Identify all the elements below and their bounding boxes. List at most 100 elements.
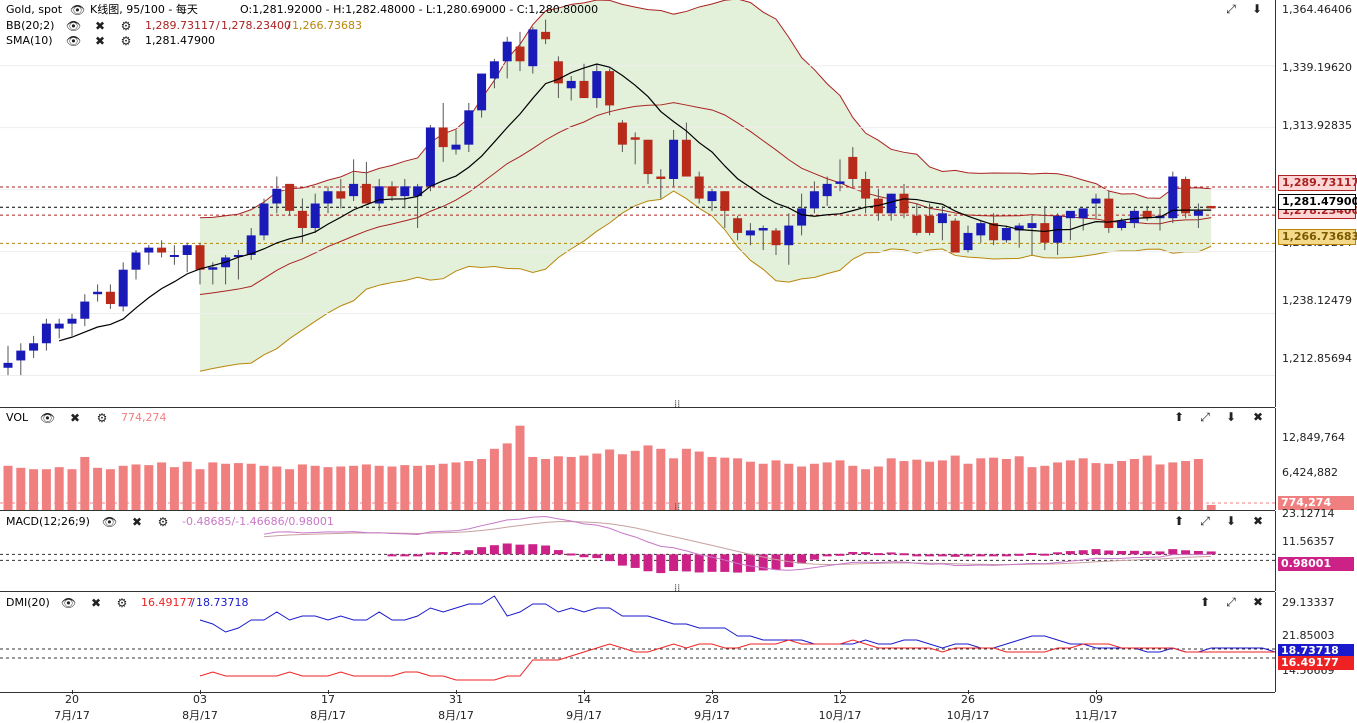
macd-histogram-bar: [464, 550, 474, 555]
macd-histogram-bar: [1193, 551, 1203, 555]
x-tick-month: 10月/17: [946, 709, 990, 722]
close-icon[interactable]: ✖: [131, 515, 143, 529]
volume-bar: [745, 461, 755, 510]
eye-icon[interactable]: 👁: [66, 34, 82, 48]
arrow-down-icon[interactable]: ⬇: [1225, 514, 1237, 528]
candle-body: [489, 61, 499, 79]
volume-bar: [336, 466, 346, 510]
macd-tick: 11.56357: [1282, 535, 1335, 548]
arrow-down-icon[interactable]: ⬇: [1225, 410, 1237, 424]
drag-handle[interactable]: ⁞⁞: [674, 583, 681, 594]
candle-body: [784, 225, 794, 246]
candle-body: [1129, 210, 1139, 224]
maximize-icon[interactable]: ⤢: [1226, 595, 1236, 609]
candle-body: [144, 247, 154, 253]
volume-bar: [285, 469, 295, 510]
candle-body: [976, 223, 986, 236]
dmi-plus-line: [199, 595, 1275, 653]
macd-pane[interactable]: MACD(12;26;9) 👁 ✖ ⚙ -0.48685/-1.46686/0.…: [0, 511, 1275, 594]
dmi-pane[interactable]: DMI(20) 👁 ✖ ⚙ 16.49177 / 18.73718 ⬆ ⤢ ✖: [0, 592, 1275, 693]
macd-histogram-bar: [745, 554, 755, 572]
candle-body: [592, 71, 602, 99]
volume-bar: [681, 448, 691, 510]
close-icon[interactable]: ✖: [94, 19, 106, 33]
macd-histogram-bar: [1027, 553, 1037, 556]
macd-label: MACD(12;26;9): [6, 515, 90, 528]
candle-body: [246, 235, 256, 255]
close-icon[interactable]: ✖: [1252, 595, 1264, 609]
volume-bar: [835, 460, 845, 510]
candle-body: [733, 218, 743, 233]
gear-icon[interactable]: ⚙: [120, 34, 132, 48]
bb-label: BB(20;2): [6, 19, 55, 32]
macd-histogram-bar: [477, 547, 487, 555]
arrow-up-icon[interactable]: ⬆: [1199, 595, 1211, 609]
x-tick-day: 26: [961, 693, 975, 706]
arrow-up-icon[interactable]: ⬆: [1173, 410, 1185, 424]
macd-tick: 23.12714: [1282, 507, 1335, 520]
dmi-label: DMI(20): [6, 596, 50, 609]
close-icon[interactable]: ✖: [1252, 514, 1264, 528]
close-icon[interactable]: ✖: [69, 411, 81, 425]
eye-icon[interactable]: 👁: [66, 19, 82, 33]
macd-histogram-bar: [400, 554, 410, 557]
macd-histogram-bar: [502, 543, 512, 555]
macd-histogram-bar: [937, 554, 947, 557]
volume-bar: [643, 445, 653, 510]
arrow-up-icon[interactable]: ⬆: [1173, 514, 1185, 528]
close-icon[interactable]: ✖: [94, 34, 106, 48]
price-tick: 1,238.12479: [1282, 294, 1352, 307]
macd-histogram-bar: [553, 550, 563, 555]
volume-bar: [438, 463, 448, 510]
close-icon[interactable]: ✖: [90, 596, 102, 610]
eye-icon[interactable]: 👁: [102, 515, 118, 529]
price-tick: 1,313.92835: [1282, 119, 1352, 132]
candle-body: [605, 71, 615, 106]
candle-body: [861, 178, 871, 199]
eye-icon[interactable]: 👁: [40, 411, 56, 425]
candle-body: [105, 291, 115, 305]
candle-body: [67, 318, 77, 324]
volume-bar: [246, 463, 256, 510]
maximize-icon[interactable]: ⤢: [1200, 514, 1210, 528]
volume-bar: [1168, 462, 1178, 510]
x-tick-mark: [712, 690, 713, 694]
gear-icon[interactable]: ⚙: [120, 19, 132, 33]
volume-bar: [1129, 459, 1139, 510]
candle-body: [259, 203, 269, 236]
dmi-legend: DMI(20) 👁 ✖ ⚙ 16.49177 / 18.73718: [6, 596, 249, 610]
macd-histogram-bar: [1142, 551, 1152, 555]
macd-histogram-bar: [643, 554, 653, 572]
macd-histogram-bar: [1129, 550, 1139, 555]
maximize-icon[interactable]: ⤢: [1200, 410, 1210, 424]
candle-body: [425, 127, 435, 187]
bb-lower-tag: 1,266.73683: [1278, 229, 1357, 245]
volume-bar: [144, 465, 154, 510]
volume-bar: [771, 460, 781, 510]
volume-bar: [16, 467, 26, 510]
macd-histogram-bar: [387, 554, 397, 557]
gear-icon[interactable]: ⚙: [157, 515, 169, 529]
maximize-icon[interactable]: ⤢: [1226, 2, 1236, 16]
bb-band-fill: [200, 0, 1212, 372]
macd-histogram-bar: [541, 545, 551, 555]
eye-icon[interactable]: 👁: [70, 3, 86, 17]
close-icon[interactable]: ✖: [1252, 410, 1264, 424]
dmi-tick: 21.85003: [1282, 629, 1335, 642]
gear-icon[interactable]: ⚙: [116, 596, 128, 610]
price-chart: [0, 0, 1275, 376]
volume-bar: [541, 459, 551, 510]
candle-body: [438, 127, 448, 148]
price-pane[interactable]: Gold, spot 👁 K线图, 95/100 - 每天 O:1,281.92…: [0, 0, 1275, 410]
arrow-down-icon[interactable]: ⬇: [1251, 2, 1263, 16]
candle-body: [617, 122, 627, 145]
drag-handle[interactable]: ⁞⁞: [674, 399, 681, 410]
eye-icon[interactable]: 👁: [61, 596, 77, 610]
volume-pane[interactable]: VOL 👁 ✖ ⚙ 774,274 ⬆ ⤢ ⬇ ✖ ⁞⁞: [0, 408, 1275, 513]
gear-icon[interactable]: ⚙: [96, 411, 108, 425]
macd-histogram-bar: [515, 544, 525, 555]
volume-bar: [720, 457, 730, 510]
volume-bar: [861, 469, 871, 510]
drag-handle[interactable]: ⁞⁞: [674, 502, 681, 513]
